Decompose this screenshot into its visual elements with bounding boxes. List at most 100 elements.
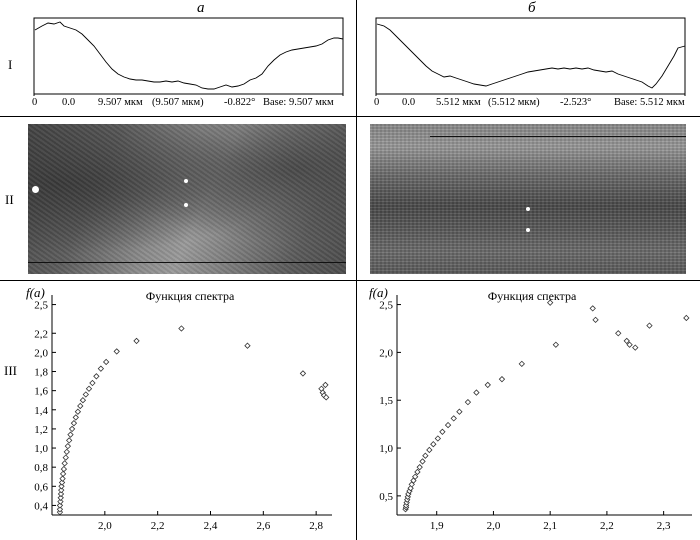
chart-a-data-point	[67, 431, 74, 438]
frame-divider-vertical	[356, 0, 357, 540]
chart-b-data-point	[444, 421, 452, 429]
chart-b-title: Функция спектра	[488, 289, 577, 303]
frame-divider-middle	[0, 280, 700, 281]
frame-divider-top	[0, 116, 700, 117]
chart-b-x-tick-label: 1,9	[430, 520, 444, 532]
chart-a-y-tick-label: 2,0	[34, 347, 48, 359]
chart-a-data-point	[299, 370, 307, 377]
profile-b	[375, 17, 686, 96]
chart-b-data-point	[626, 341, 633, 348]
chart-a-data-point	[74, 408, 82, 415]
chart-a-x-tick-label: 2,2	[151, 520, 165, 532]
chart-a-data-point	[89, 379, 96, 387]
chart-a-data-point	[57, 490, 65, 498]
chart-b-data-point	[430, 441, 437, 448]
chart-b-y-tick-label: 1,0	[379, 443, 393, 455]
chart-b-data-point	[683, 314, 690, 322]
row-label-ii: II	[5, 192, 14, 207]
chart-b-data-point	[484, 381, 491, 389]
chart-a-data-point	[61, 460, 68, 467]
row-label-iii: III	[4, 363, 17, 378]
chart-a-title: Функция спектра	[146, 289, 235, 303]
chart-a-data-point	[57, 494, 64, 501]
spectrum-chart-a: Функция спектра f(a) 0,4 0,6 0,8 1,0 1,2 1,4 1,6…	[26, 285, 332, 532]
chart-b-data-point	[464, 398, 472, 406]
chart-b-data-point	[411, 473, 419, 480]
profile-b-length-paren: (5.512 мкм)	[488, 97, 540, 108]
chart-b-data-point	[646, 322, 653, 329]
chart-b-data-point	[416, 464, 423, 471]
profile-b-curve	[376, 23, 686, 89]
profile-a-base: Base: 9.507 мкм	[263, 97, 334, 108]
profile-a-start: 0.0	[62, 97, 76, 108]
chart-a-data-point	[58, 479, 66, 486]
chart-a-y-tick-label: 0,4	[34, 500, 48, 512]
afm-marker-b-2	[526, 228, 530, 232]
chart-b-data-point	[473, 389, 480, 396]
chart-a-y-tick-label: 1,8	[34, 367, 48, 379]
chart-a-data-point	[57, 498, 64, 505]
chart-b-data-point	[547, 299, 554, 306]
chart-a-data-point	[63, 448, 70, 456]
chart-b-x-tick-label: 2,3	[657, 520, 671, 532]
column-label-a: а	[197, 0, 205, 16]
chart-b-y-label: f(a)	[369, 285, 388, 300]
chart-b-data-point	[403, 499, 410, 506]
afm-marker-b-1	[526, 207, 530, 211]
chart-b-y-tick-label: 2,0	[379, 347, 393, 359]
chart-a-y-tick-label: 0,8	[34, 462, 48, 474]
chart-b-data-point	[552, 341, 560, 348]
chart-a-y-label: f(a)	[26, 285, 45, 300]
profile-b-origin: 0	[374, 97, 380, 108]
profile-a-length-paren: (9.507 мкм)	[152, 97, 204, 108]
profile-a-curve	[34, 21, 344, 90]
afm-marker-a-3	[184, 203, 188, 207]
chart-a-y-tick-label: 2,2	[34, 328, 48, 340]
chart-a-data-point	[70, 420, 78, 427]
chart-a-data-point	[60, 465, 68, 473]
chart-b-data-point	[434, 435, 442, 442]
chart-b-data-point	[498, 376, 506, 383]
chart-a-data-point	[323, 394, 330, 401]
chart-b-y-tick-label: 1,5	[379, 395, 393, 407]
profile-b-base: Base: 5.512 мкм	[614, 97, 685, 108]
chart-b-data-point	[592, 316, 599, 324]
chart-a-data-point	[68, 425, 76, 433]
chart-b-data-point	[426, 446, 433, 454]
chart-a-data-point	[178, 325, 185, 332]
chart-a-y-tick-label: 1,6	[34, 386, 48, 398]
chart-b-data-point	[419, 458, 426, 465]
chart-a-data-point	[59, 470, 67, 478]
chart-b-y-tick-label: 0,5	[379, 491, 393, 503]
chart-b-data-point	[407, 485, 414, 492]
chart-a-data-point	[244, 342, 251, 349]
chart-b-data-point	[456, 408, 463, 415]
column-label-b: б	[528, 0, 536, 16]
chart-a-x-tick-label: 2,4	[204, 520, 218, 532]
profile-a-origin: 0	[32, 97, 38, 108]
chart-a-data-point	[133, 337, 140, 345]
chart-b-data-point	[623, 337, 630, 345]
chart-a-data-point	[72, 414, 79, 421]
profile-a-angle: -0.822°	[224, 97, 256, 108]
chart-b-data-point	[632, 344, 639, 351]
chart-b-x-tick-label: 2,2	[600, 520, 614, 532]
chart-a-data-point	[56, 502, 64, 509]
chart-b-data-point	[439, 428, 446, 435]
chart-a-data-point	[77, 402, 84, 410]
chart-a-data-point	[56, 506, 64, 513]
chart-a-data-point	[62, 454, 69, 461]
chart-b-data-point	[518, 360, 525, 368]
chart-b-y-tick-label: 2,5	[379, 300, 393, 312]
chart-b-data-point	[414, 468, 421, 476]
chart-b-x-tick-label: 2,1	[543, 520, 557, 532]
chart-a-y-tick-label: 1,4	[34, 405, 48, 417]
profile-a	[33, 17, 344, 96]
chart-a-data-point	[113, 348, 120, 355]
profile-b-length: 5.512 мкм	[436, 97, 481, 108]
chart-a-data-point	[66, 437, 73, 444]
chart-b-data-point	[450, 415, 457, 422]
profile-a-length: 9.507 мкм	[98, 97, 143, 108]
chart-a-data-point	[58, 483, 65, 490]
chart-b-data-point	[615, 330, 622, 337]
